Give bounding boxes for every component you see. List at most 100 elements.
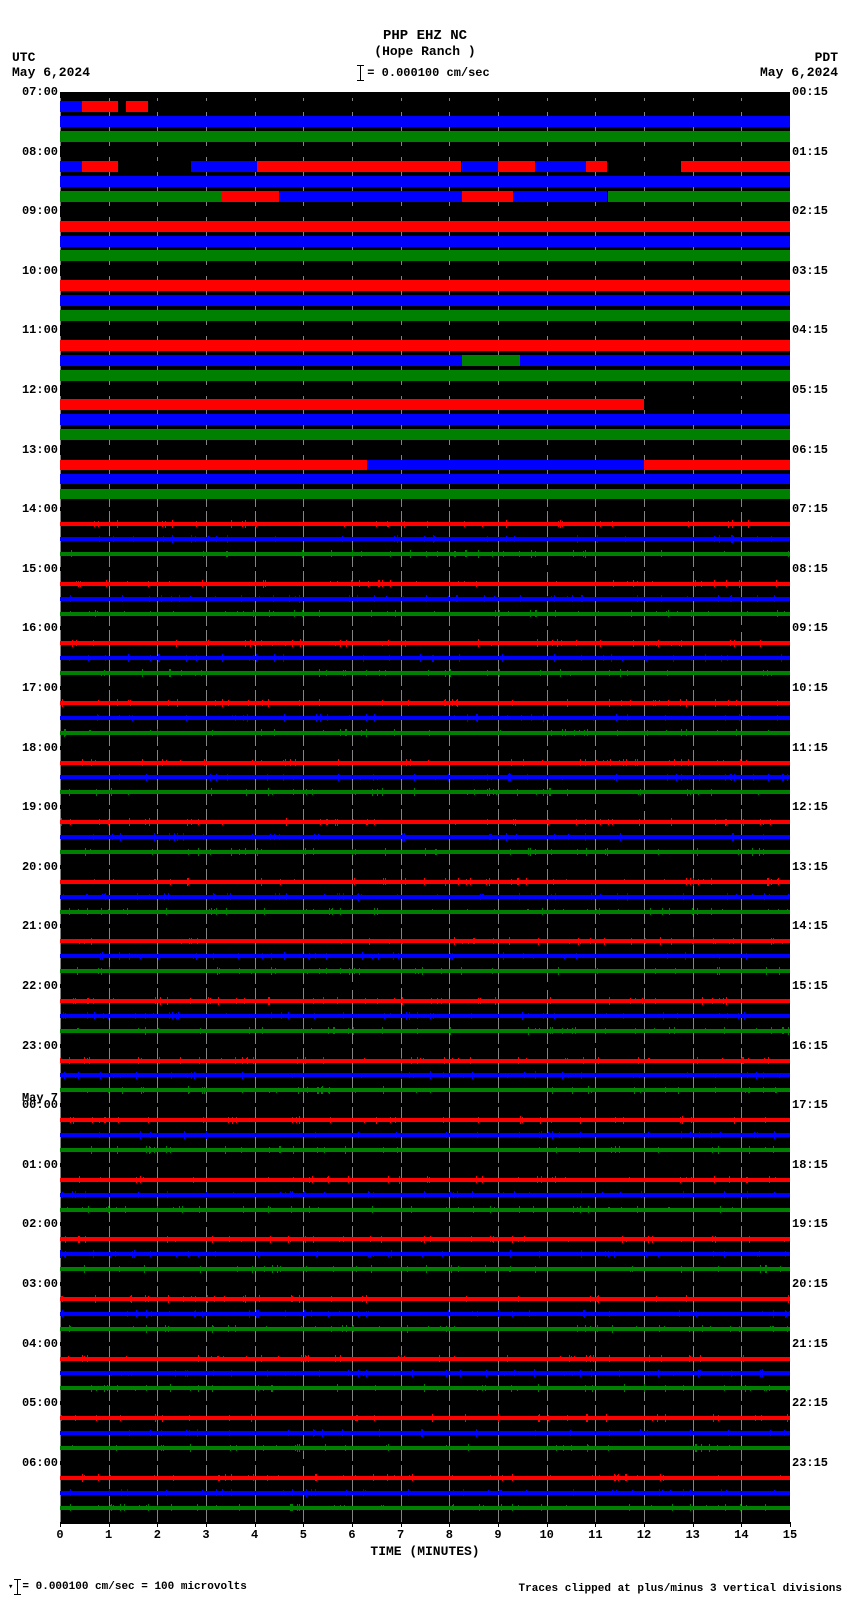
plot-area <box>60 92 790 1524</box>
trace-row <box>60 280 790 291</box>
trace-row <box>60 1027 790 1035</box>
x-tick: 7 <box>391 1528 411 1542</box>
right-time-label: 13:15 <box>792 861 850 873</box>
trace-row <box>60 1265 790 1273</box>
trace-row <box>60 295 790 306</box>
trace-row <box>60 580 790 588</box>
trace-row <box>60 967 790 975</box>
trace-row <box>60 206 790 217</box>
trace-row <box>60 624 790 632</box>
trace-row <box>60 684 790 692</box>
trace-row <box>60 489 790 499</box>
trace-row <box>60 1101 790 1109</box>
x-tick: 15 <box>780 1528 800 1542</box>
trace-row <box>60 639 790 647</box>
right-time-label: 06:15 <box>792 444 850 456</box>
trace-row <box>60 997 790 1005</box>
trace-row <box>60 1504 790 1512</box>
left-time-label: 22:00 <box>0 980 58 992</box>
trace-row <box>60 1369 790 1377</box>
x-tick: 5 <box>293 1528 313 1542</box>
trace-row <box>60 982 790 990</box>
left-time-label: 08:00 <box>0 146 58 158</box>
left-time-label: 23:00 <box>0 1040 58 1052</box>
right-time-label: 01:15 <box>792 146 850 158</box>
tz-right-date: May 6,2024 <box>760 65 838 80</box>
trace-row <box>60 355 790 366</box>
left-time-label: 17:00 <box>0 682 58 694</box>
right-time-labels: 00:1501:1502:1503:1504:1505:1506:1507:15… <box>792 92 850 1524</box>
right-time-label: 20:15 <box>792 1278 850 1290</box>
trace-row <box>60 146 790 157</box>
trace-row <box>60 1235 790 1243</box>
x-tick: 2 <box>147 1528 167 1542</box>
footer-right-text: Traces clipped at plus/minus 3 vertical … <box>519 1583 842 1595</box>
right-time-label: 08:15 <box>792 563 850 575</box>
trace-row <box>60 1280 790 1288</box>
trace-row <box>60 1384 790 1392</box>
trace-row <box>60 176 790 187</box>
trace-row <box>60 161 790 172</box>
right-time-label: 12:15 <box>792 801 850 813</box>
trace-row <box>60 370 790 381</box>
trace-row <box>60 788 790 796</box>
trace-row <box>60 744 790 752</box>
trace-row <box>60 773 790 781</box>
trace-row <box>60 445 790 455</box>
trace-row <box>60 937 790 945</box>
trace-row <box>60 1250 790 1258</box>
right-time-label: 05:15 <box>792 384 850 396</box>
x-tick: 3 <box>196 1528 216 1542</box>
trace-row <box>60 1206 790 1214</box>
trace-row <box>60 310 790 321</box>
seismogram-plot <box>60 92 790 1524</box>
trace-row <box>60 595 790 603</box>
trace-row <box>60 520 790 528</box>
trace-row <box>60 399 790 410</box>
footer: ▾ = 0.000100 cm/sec = 100 microvolts Tra… <box>8 1579 842 1595</box>
trace-row <box>60 922 790 930</box>
scale-bar-icon <box>360 65 361 81</box>
trace-row <box>60 818 790 826</box>
trace-row <box>60 1429 790 1437</box>
right-time-label: 14:15 <box>792 920 850 932</box>
tz-left-date: May 6,2024 <box>12 65 90 80</box>
left-time-label: 12:00 <box>0 384 58 396</box>
trace-row <box>60 474 790 484</box>
trace-row <box>60 1176 790 1184</box>
left-time-label: 03:00 <box>0 1278 58 1290</box>
left-time-label: 14:00 <box>0 503 58 515</box>
trace-row <box>60 92 790 98</box>
right-time-label: 02:15 <box>792 205 850 217</box>
trace-row <box>60 1220 790 1228</box>
station-location: (Hope Ranch ) <box>0 44 850 59</box>
trace-row <box>60 833 790 841</box>
trace-row <box>60 1325 790 1333</box>
x-tick: 9 <box>488 1528 508 1542</box>
trace-row <box>60 1042 790 1050</box>
scale-bar-icon <box>17 1579 18 1595</box>
x-tick: 10 <box>537 1528 557 1542</box>
trace-row <box>60 236 790 247</box>
trace-row <box>60 1161 790 1169</box>
x-tick: 12 <box>634 1528 654 1542</box>
left-time-label: 11:00 <box>0 324 58 336</box>
trace-row <box>60 1355 790 1363</box>
trace-row <box>60 1057 790 1065</box>
right-time-label: 15:15 <box>792 980 850 992</box>
footer-scale: ▾ = 0.000100 cm/sec = 100 microvolts <box>8 1579 247 1595</box>
left-time-label: 00:00 <box>0 1099 58 1111</box>
header: PHP EHZ NC (Hope Ranch ) = 0.000100 cm/s… <box>0 0 850 85</box>
x-tick: 0 <box>50 1528 70 1542</box>
trace-row <box>60 714 790 722</box>
trace-row <box>60 878 790 886</box>
trace-row <box>60 1131 790 1139</box>
left-time-labels: 07:0008:0009:0010:0011:0012:0013:0014:00… <box>0 92 58 1524</box>
right-time-label: 10:15 <box>792 682 850 694</box>
footer-left-text: = 0.000100 cm/sec = 100 microvolts <box>22 1581 246 1593</box>
left-time-label: 20:00 <box>0 861 58 873</box>
trace-row <box>60 116 790 127</box>
right-time-label: 21:15 <box>792 1338 850 1350</box>
x-tick: 8 <box>439 1528 459 1542</box>
right-time-label: 09:15 <box>792 622 850 634</box>
